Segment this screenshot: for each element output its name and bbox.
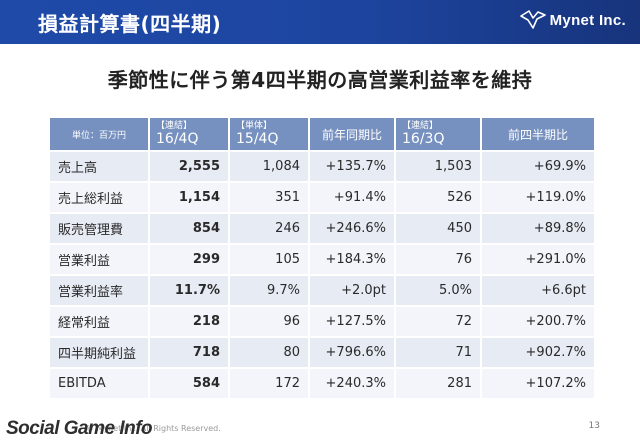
column-period: 16/3Q (402, 131, 445, 147)
value-yoy: +91.4% (310, 183, 394, 212)
table-row: 売上高 2,555 1,084 +135.7% 1,503 +69.9% (50, 152, 594, 181)
value-qoq: +89.8% (482, 214, 594, 243)
table-row: 営業利益率 11.7% 9.7% +2.0pt 5.0% +6.6pt (50, 276, 594, 305)
value-16-4q: 2,555 (150, 152, 228, 181)
column-period: 15/4Q (236, 131, 279, 147)
table-row: 売上総利益 1,154 351 +91.4% 526 +119.0% (50, 183, 594, 212)
slide-headline: 季節性に伴う第4四半期の高営業利益率を維持 (107, 68, 533, 92)
value-16-3q: 526 (396, 183, 480, 212)
value-15-4q: 172 (230, 369, 308, 398)
value-yoy: +240.3% (310, 369, 394, 398)
table-row: EBITDA 584 172 +240.3% 281 +107.2% (50, 369, 594, 398)
column-tag: 【連結】 (402, 121, 439, 131)
value-qoq: +6.6pt (482, 276, 594, 305)
value-16-3q: 5.0% (396, 276, 480, 305)
value-15-4q: 80 (230, 338, 308, 367)
column-header-15-4q: 【単体】 15/4Q (230, 118, 308, 150)
watermark-logo: Social Game Info (6, 418, 153, 439)
value-16-3q: 76 (396, 245, 480, 274)
value-qoq: +107.2% (482, 369, 594, 398)
value-15-4q: 105 (230, 245, 308, 274)
income-statement-table: 単位：百万円 【連結】 16/4Q 【単体】 15/4Q 前年同期比 【連結】 … (48, 116, 596, 400)
page-number: 13 (588, 421, 600, 431)
value-16-4q: 584 (150, 369, 228, 398)
value-qoq: +902.7% (482, 338, 594, 367)
value-16-4q: 299 (150, 245, 228, 274)
value-yoy: +796.6% (310, 338, 394, 367)
value-15-4q: 351 (230, 183, 308, 212)
bird-logo-icon (519, 10, 546, 29)
value-16-3q: 281 (396, 369, 480, 398)
table-row: 営業利益 299 105 +184.3% 76 +291.0% (50, 245, 594, 274)
row-label: 経常利益 (50, 307, 148, 336)
column-tag: 【単体】 (236, 121, 273, 131)
value-16-4q: 11.7% (150, 276, 228, 305)
row-label: EBITDA (50, 369, 148, 398)
column-header-qoq: 前四半期比 (482, 118, 594, 150)
value-qoq: +291.0% (482, 245, 594, 274)
table-row: 四半期純利益 718 80 +796.6% 71 +902.7% (50, 338, 594, 367)
company-logo: Mynet Inc. (519, 10, 626, 30)
value-yoy: +2.0pt (310, 276, 394, 305)
slide-title: 損益計算書(四半期) (38, 12, 222, 36)
value-16-3q: 450 (396, 214, 480, 243)
row-label: 売上高 (50, 152, 148, 181)
row-label: 営業利益率 (50, 276, 148, 305)
row-label: 営業利益 (50, 245, 148, 274)
table-header-row: 単位：百万円 【連結】 16/4Q 【単体】 15/4Q 前年同期比 【連結】 … (50, 118, 594, 150)
value-16-4q: 854 (150, 214, 228, 243)
column-period: 16/4Q (156, 131, 199, 147)
column-header-16-4q: 【連結】 16/4Q (150, 118, 228, 150)
copyright-text: © Mynet Inc. All Rights Reserved. (86, 424, 221, 433)
value-16-4q: 1,154 (150, 183, 228, 212)
value-15-4q: 9.7% (230, 276, 308, 305)
value-yoy: +127.5% (310, 307, 394, 336)
slide-header: 損益計算書(四半期) Mynet Inc. (0, 0, 640, 44)
value-qoq: +200.7% (482, 307, 594, 336)
row-label: 四半期純利益 (50, 338, 148, 367)
value-qoq: +119.0% (482, 183, 594, 212)
row-label: 売上総利益 (50, 183, 148, 212)
value-15-4q: 1,084 (230, 152, 308, 181)
row-label: 販売管理費 (50, 214, 148, 243)
value-16-4q: 218 (150, 307, 228, 336)
value-yoy: +246.6% (310, 214, 394, 243)
value-16-3q: 1,503 (396, 152, 480, 181)
unit-label: 単位：百万円 (50, 118, 148, 150)
value-qoq: +69.9% (482, 152, 594, 181)
value-yoy: +135.7% (310, 152, 394, 181)
column-header-yoy: 前年同期比 (310, 118, 394, 150)
table-row: 販売管理費 854 246 +246.6% 450 +89.8% (50, 214, 594, 243)
value-16-3q: 71 (396, 338, 480, 367)
value-16-3q: 72 (396, 307, 480, 336)
value-yoy: +184.3% (310, 245, 394, 274)
table-row: 経常利益 218 96 +127.5% 72 +200.7% (50, 307, 594, 336)
value-16-4q: 718 (150, 338, 228, 367)
column-header-16-3q: 【連結】 16/3Q (396, 118, 480, 150)
column-tag: 【連結】 (156, 121, 193, 131)
value-15-4q: 96 (230, 307, 308, 336)
logo-text: Mynet Inc. (549, 11, 626, 29)
value-15-4q: 246 (230, 214, 308, 243)
